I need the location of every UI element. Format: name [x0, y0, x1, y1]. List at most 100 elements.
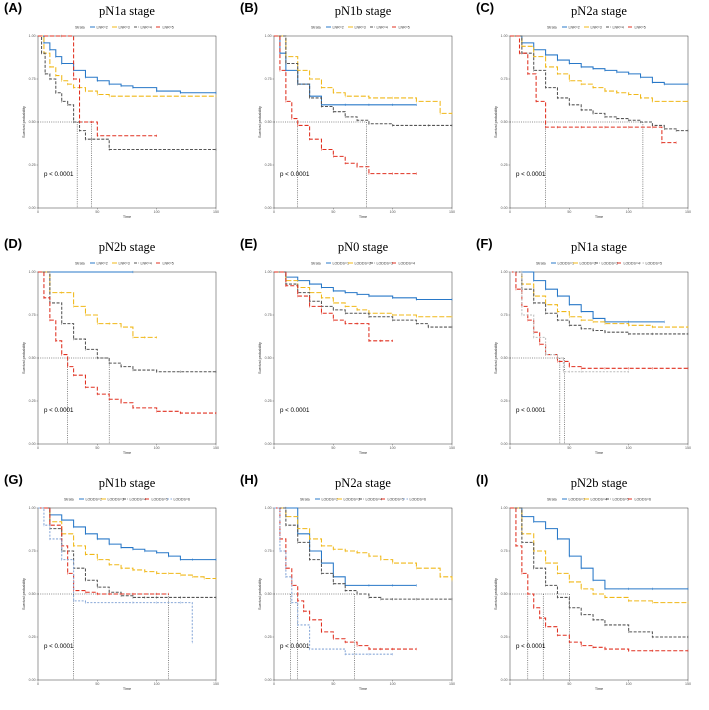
- x-tick-label: 150: [685, 210, 691, 214]
- legend-label: LODDS=2: [322, 497, 338, 501]
- y-tick-label: 1.00: [29, 270, 36, 274]
- km-chart: (H) pN2a stage Strata LODDS=2 LODDS=3 LODDS=4…: [240, 472, 455, 691]
- y-tick-label: 0.25: [501, 399, 508, 403]
- x-tick-label: 50: [331, 210, 335, 214]
- y-tick-label: 0.00: [265, 206, 272, 210]
- panel-letter: (D): [4, 236, 22, 251]
- y-tick-label: 0.25: [501, 163, 508, 167]
- legend: Strata LODDS=3 LODDS=4 LODDS=5 LODDS=6: [547, 497, 651, 501]
- survival-curve: [38, 507, 193, 643]
- y-tick-label: 1.00: [29, 506, 36, 510]
- legend-label: LNR=3: [119, 25, 130, 29]
- panel-title: pN1a stage: [99, 4, 155, 18]
- y-tick-label: 0.75: [265, 549, 272, 553]
- legend-label: LODDS=2: [355, 261, 371, 265]
- x-tick-label: 0: [509, 446, 511, 450]
- y-tick-label: 0.00: [265, 678, 272, 682]
- plot-frame: [509, 507, 689, 681]
- legend-title: Strata: [311, 25, 321, 29]
- legend-label: LODDS=5: [152, 497, 168, 501]
- legend-title: Strata: [547, 497, 557, 501]
- legend-label: LODDS=5: [613, 497, 629, 501]
- plot-frame: [37, 35, 217, 209]
- legend-label: LODDS=3: [569, 497, 585, 501]
- x-tick-label: 50: [95, 682, 99, 686]
- x-tick-label: 0: [273, 682, 275, 686]
- p-value: p < 0.0001: [44, 407, 74, 414]
- x-tick-label: 150: [213, 210, 219, 214]
- x-tick-label: 0: [37, 446, 39, 450]
- y-tick-label: 0.50: [29, 592, 36, 596]
- y-tick-label: 0.75: [501, 549, 508, 553]
- legend-label: LNR=3: [591, 25, 602, 29]
- y-tick-label: 0.25: [501, 635, 508, 639]
- km-chart: (F) pN1a stage Strata LODDS=1 LODDS=2 LODDS=3…: [476, 236, 691, 455]
- x-tick-label: 150: [449, 210, 455, 214]
- x-axis-label: Time: [359, 687, 367, 691]
- legend-title: Strata: [300, 497, 310, 501]
- legend: Strata LODDS=2 LODDS=3 LODDS=4 LODDS=5 LODDS=…: [64, 497, 190, 501]
- x-axis-label: Time: [123, 451, 131, 455]
- y-tick-label: 0.75: [29, 549, 36, 553]
- x-tick-label: 150: [449, 446, 455, 450]
- y-tick-label: 1.00: [265, 270, 272, 274]
- y-tick-label: 1.00: [265, 506, 272, 510]
- x-tick-label: 150: [449, 682, 455, 686]
- legend-label: LNR=4: [141, 261, 152, 265]
- panel-title: pN2a stage: [335, 476, 391, 490]
- legend-label: LODDS=3: [377, 261, 393, 265]
- x-tick-label: 50: [331, 682, 335, 686]
- legend-label: LNR=2: [97, 261, 108, 265]
- y-tick-label: 0.75: [29, 313, 36, 317]
- y-tick-label: 1.00: [29, 34, 36, 38]
- panel-letter: (F): [476, 236, 493, 251]
- x-tick-label: 100: [154, 682, 160, 686]
- y-tick-label: 0.50: [501, 356, 508, 360]
- legend-label: LNR=5: [635, 25, 646, 29]
- y-axis-label: Survival probability: [22, 342, 26, 374]
- km-panel: (H) pN2a stage Strata LODDS=2 LODDS=3 LODDS=4…: [236, 472, 472, 708]
- legend-label: LODDS=4: [130, 497, 146, 501]
- y-tick-label: 0.75: [265, 313, 272, 317]
- x-tick-label: 100: [626, 682, 632, 686]
- panel-letter: (C): [476, 0, 494, 15]
- legend: Strata LODDS=1 LODDS=2 LODDS=3 LODDS=4 LODDS=…: [536, 261, 662, 265]
- panel-title: pN2b stage: [571, 476, 628, 490]
- legend-label: LODDS=5: [646, 261, 662, 265]
- km-chart: (B) pN1b stage Strata LNR=2 LNR=3 LNR=4 LNR=5 0…: [240, 0, 455, 219]
- legend-label: LODDS=6: [174, 497, 190, 501]
- y-tick-label: 0.00: [501, 206, 508, 210]
- x-tick-label: 0: [509, 682, 511, 686]
- legend-label: LNR=2: [569, 25, 580, 29]
- y-tick-label: 0.00: [501, 442, 508, 446]
- survival-curve: [38, 35, 157, 137]
- y-tick-label: 0.50: [29, 120, 36, 124]
- survival-curve: [510, 507, 688, 638]
- legend-label: LODDS=2: [580, 261, 596, 265]
- panel-letter: (G): [4, 472, 23, 487]
- x-tick-label: 50: [567, 682, 571, 686]
- x-tick-label: 100: [154, 210, 160, 214]
- legend: Strata LODDS=2 LODDS=3 LODDS=4 LODDS=5 LODDS=…: [300, 497, 426, 501]
- x-tick-label: 0: [273, 446, 275, 450]
- legend: Strata LNR=2 LNR=3 LNR=4 LNR=5: [75, 261, 174, 265]
- survival-curve: [38, 35, 216, 151]
- x-tick-label: 0: [37, 682, 39, 686]
- x-tick-label: 50: [95, 446, 99, 450]
- survival-curve: [274, 507, 417, 650]
- p-value: p < 0.0001: [280, 643, 310, 650]
- x-axis-label: Time: [595, 451, 603, 455]
- km-panel: (F) pN1a stage Strata LODDS=1 LODDS=2 LODDS=3…: [472, 236, 708, 472]
- km-chart: (D) pN2b stage Strata LNR=2 LNR=3 LNR=4 LNR=5 0…: [4, 236, 219, 455]
- y-axis-label: Survival probability: [494, 106, 498, 138]
- x-tick-label: 100: [626, 446, 632, 450]
- x-tick-label: 50: [567, 446, 571, 450]
- survival-curve: [510, 271, 688, 369]
- y-tick-label: 0.25: [29, 635, 36, 639]
- x-tick-label: 150: [213, 682, 219, 686]
- y-tick-label: 0.75: [265, 77, 272, 81]
- y-tick-label: 0.50: [29, 356, 36, 360]
- survival-curve: [510, 35, 688, 102]
- legend-label: LNR=3: [355, 25, 366, 29]
- x-axis-label: Time: [595, 215, 603, 219]
